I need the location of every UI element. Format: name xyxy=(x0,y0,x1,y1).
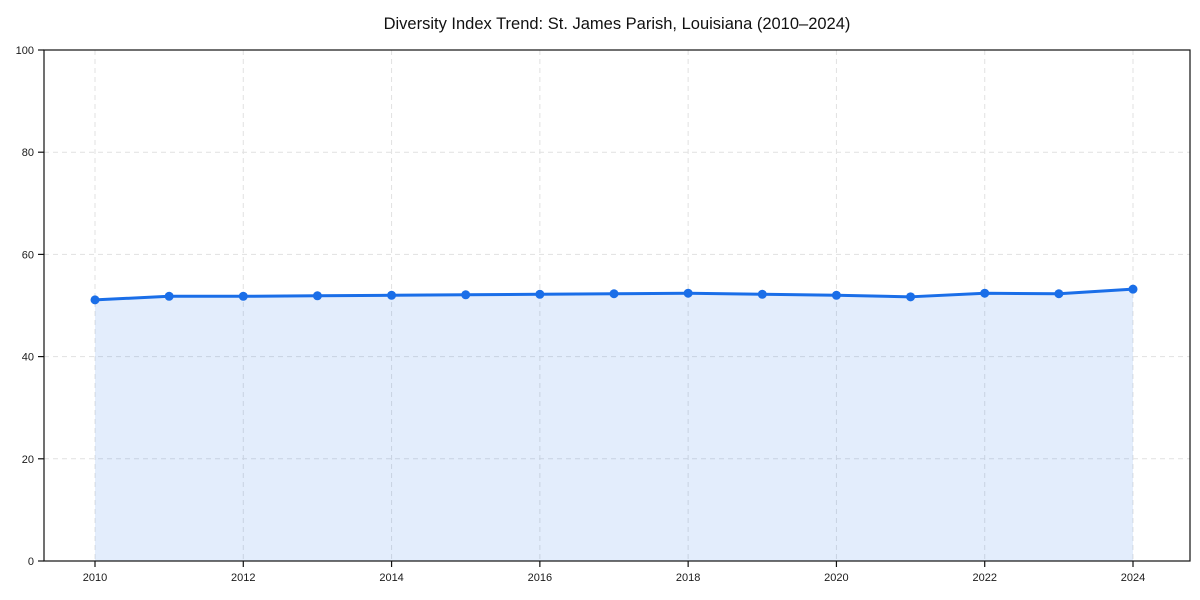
x-tick-label-2010: 2010 xyxy=(83,572,107,584)
plot-border xyxy=(43,49,1191,562)
x-tick-label-2014: 2014 xyxy=(379,572,403,584)
chart-title: Diversity Index Trend: St. James Parish,… xyxy=(384,15,851,33)
area-fill xyxy=(95,289,1133,561)
y-tick-label-100: 100 xyxy=(16,45,34,57)
x-tick-label-2020: 2020 xyxy=(824,572,848,584)
x-tick-label-2012: 2012 xyxy=(231,572,255,584)
plot-area: 0 20 40 60 80 100 2010 2012 2014 2016 2018 2020 2022… xyxy=(16,45,1191,584)
data-point-2022 xyxy=(980,288,990,298)
x-tick-label-2018: 2018 xyxy=(676,572,700,584)
x-tick-label-2024: 2024 xyxy=(1121,572,1145,584)
data-point-2019 xyxy=(757,289,767,299)
data-point-2013 xyxy=(312,291,322,301)
data-point-2021 xyxy=(906,292,916,302)
x-tick-label-2016: 2016 xyxy=(528,572,552,584)
data-point-2011 xyxy=(164,291,174,301)
data-point-2015 xyxy=(461,290,471,300)
data-point-2017 xyxy=(609,289,619,299)
data-point-2024 xyxy=(1128,284,1138,294)
data-point-2016 xyxy=(535,289,545,299)
data-point-2018 xyxy=(683,288,693,298)
y-tick-label-40: 40 xyxy=(22,352,34,364)
y-tick-label-0: 0 xyxy=(28,556,34,568)
data-point-2012 xyxy=(238,291,248,301)
data-point-2014 xyxy=(387,290,397,300)
data-point-2023 xyxy=(1054,289,1064,299)
data-point-2020 xyxy=(831,290,841,300)
data-point-2010 xyxy=(90,295,100,305)
x-tick-label-2022: 2022 xyxy=(972,572,996,584)
y-tick-label-20: 20 xyxy=(22,454,34,466)
y-tick-label-60: 60 xyxy=(22,249,34,261)
y-tick-label-80: 80 xyxy=(22,147,34,159)
